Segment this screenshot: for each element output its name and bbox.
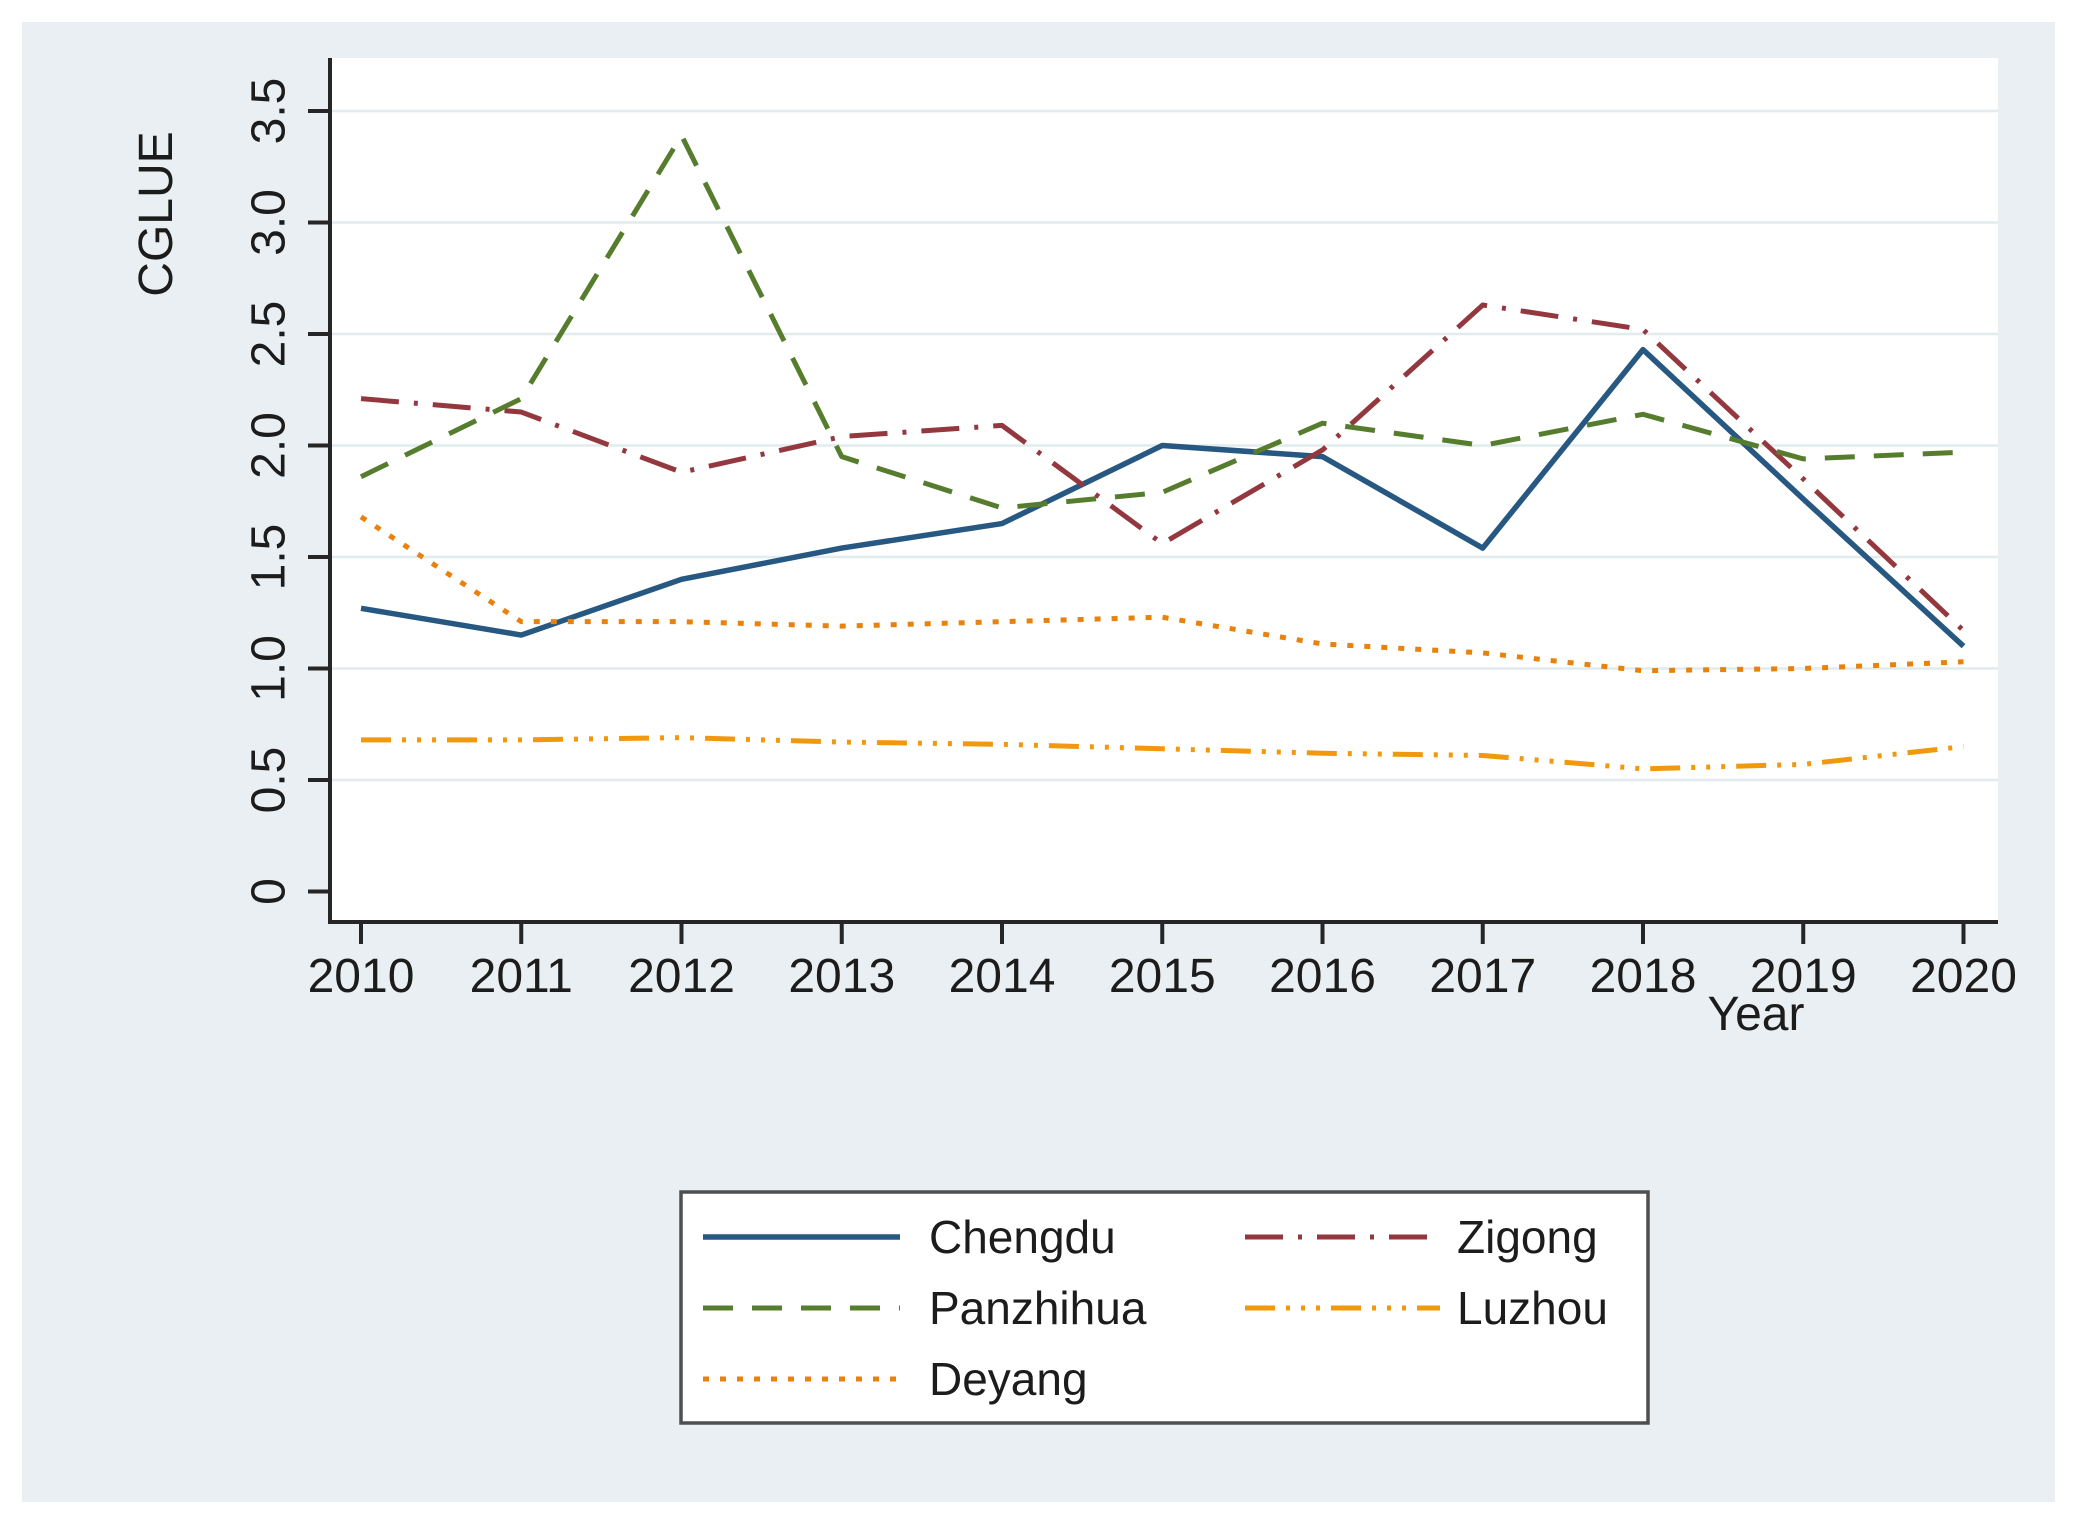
legend-box — [679, 1190, 1650, 1425]
y-tick-label: 1.5 — [243, 524, 296, 591]
data-series — [359, 133, 1966, 772]
legend-label-panzhihua: Panzhihua — [929, 1282, 1147, 1334]
legend-label-chengdu: Chengdu — [929, 1211, 1116, 1263]
y-tick-label: 0 — [243, 878, 296, 905]
series-line-chengdu — [360, 346, 1966, 649]
series-line-luzhou — [361, 735, 1964, 772]
y-tick-label: 0.5 — [243, 747, 296, 814]
tick-labels: 0 0.5 1.0 1.5 2.0 2.5 3.0 3.5 2010 2011 2012 2013 20… — [243, 78, 2017, 1003]
legend-label-deyang: Deyang — [929, 1353, 1088, 1405]
x-tick-label: 2013 — [788, 950, 895, 1003]
x-tick-label: 2011 — [470, 950, 573, 1003]
gridlines — [330, 109, 1998, 782]
y-tick-label: 2.0 — [243, 412, 296, 479]
x-tick-label: 2014 — [949, 950, 1056, 1003]
series-line-panzhihua — [359, 133, 1964, 511]
x-tick-label: 2015 — [1109, 950, 1216, 1003]
x-tick-label: 2016 — [1269, 950, 1376, 1003]
x-tick-label: 2018 — [1590, 950, 1697, 1003]
x-tick-label: 2017 — [1429, 950, 1536, 1003]
y-tick-label: 3.5 — [243, 78, 296, 145]
legend: Chengdu Zigong Panzhihua Luzhou Deyang — [679, 1190, 1650, 1425]
legend-label-luzhou: Luzhou — [1457, 1282, 1608, 1334]
x-tick-label: 2012 — [628, 950, 735, 1003]
y-tick-label: 2.5 — [243, 301, 296, 368]
x-tick-label: 2020 — [1910, 950, 2017, 1003]
x-tick-label: 2010 — [308, 950, 415, 1003]
y-tick-label: 3.0 — [243, 189, 296, 256]
tick-marks — [308, 109, 1966, 944]
x-axis-title: Year — [1708, 988, 1805, 1041]
x-tick-label: 2019 — [1750, 950, 1857, 1003]
y-tick-label: 1.0 — [243, 635, 296, 702]
y-axis-title: CGLUE — [130, 131, 183, 296]
legend-label-zigong: Zigong — [1457, 1211, 1598, 1263]
